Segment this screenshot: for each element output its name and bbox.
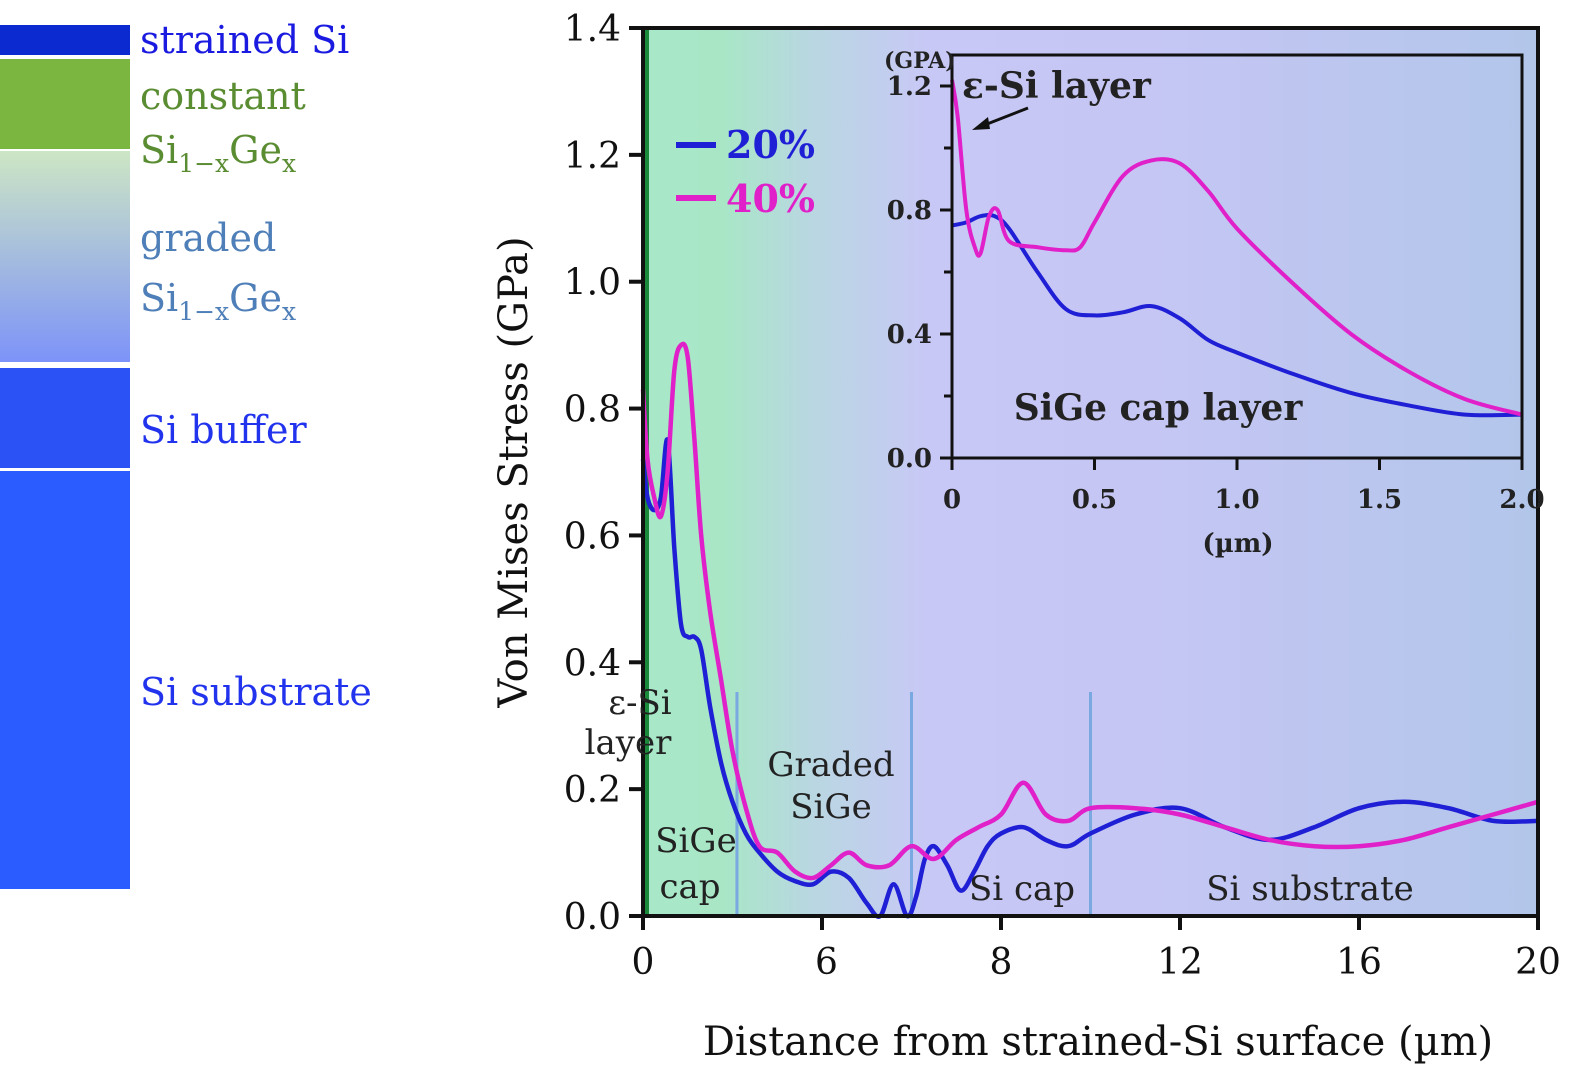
layer-stack: strained Si constant Si1−xGex graded Si1… <box>0 0 420 1075</box>
label-graded: graded <box>140 216 277 260</box>
main-series-line-20 <box>640 437 1539 919</box>
layer-si-buffer <box>0 368 130 468</box>
inset-series-line-20 <box>951 213 1523 418</box>
label-si-buffer: Si buffer <box>140 408 307 452</box>
legend: 20% 40% <box>676 122 815 221</box>
main-y-ticks: 0.0 0.2 0.4 0.6 0.8 1.0 1.2 1.4 <box>564 9 643 938</box>
layer-strained-si <box>0 25 130 55</box>
inset-x-unit: (µm) <box>1202 529 1273 559</box>
main-y-tick-label: 0.2 <box>564 770 621 811</box>
legend-label-20: 20% <box>726 122 815 167</box>
main-x-tick-label: 0 <box>632 942 655 983</box>
inset-x-ticks: 0 0.5 1.0 1.5 2.0 <box>943 458 1545 515</box>
inset-y-tick-label: 0.4 <box>887 320 932 350</box>
inset-y-tick-label: 0.0 <box>887 444 932 474</box>
main-x-tick-label: 6 <box>815 942 838 983</box>
layer-constant-sige <box>0 59 130 149</box>
inset-series-line-40 <box>950 79 1523 417</box>
inset-x-tick-label: 0.5 <box>1072 485 1117 515</box>
main-series <box>640 341 1539 919</box>
main-series-line-40 <box>640 341 1539 881</box>
layer-graded-sige <box>0 151 130 362</box>
inset-y-tick-label: 1.2 <box>887 72 932 102</box>
label-strained-si: strained Si <box>140 18 350 62</box>
inset-annotation-esi: ε-Si layer <box>962 65 1152 107</box>
region-esi-line1: ε-Si <box>608 683 671 723</box>
inset-y-unit: (GPA) <box>884 48 956 74</box>
main-y-tick-label: 0.6 <box>564 516 621 557</box>
label-graded-alloy: Si1−xGex <box>140 276 297 326</box>
region-sigecap-line2: cap <box>659 867 720 907</box>
label-constant-alloy: Si1−xGex <box>140 128 297 178</box>
inset-arrow-head <box>972 117 990 130</box>
region-sisub: Si substrate <box>1206 869 1414 909</box>
region-graded-line1: Graded <box>767 745 894 785</box>
main-x-tick-label: 12 <box>1157 942 1203 983</box>
inset-x-tick-label: 1.5 <box>1357 485 1402 515</box>
main-x-tick-label: 8 <box>990 942 1013 983</box>
inset-y-tick-label: 0.8 <box>887 196 932 226</box>
main-y-tick-label: 0.0 <box>564 897 621 938</box>
inset-annotation-sigecap: SiGe cap layer <box>1014 387 1304 429</box>
inset-chart: 0.0 0.4 0.8 1.2 0 0.5 1.0 1.5 2.0 (GPA) (µm) ε-… <box>884 48 1545 559</box>
label-constant: constant <box>140 74 306 118</box>
main-y-tick-label: 1.4 <box>564 9 621 50</box>
inset-series <box>950 79 1523 418</box>
label-si-substrate: Si substrate <box>140 670 372 714</box>
region-sigecap-line1: SiGe <box>655 821 736 861</box>
main-x-tick-label: 20 <box>1515 942 1561 983</box>
inset-annotation-arrow <box>981 106 1029 128</box>
inset-x-tick-label: 1.0 <box>1214 485 1259 515</box>
region-graded-line2: SiGe <box>790 787 871 827</box>
layer-si-substrate <box>0 471 130 889</box>
main-y-axis-title: Von Mises Stress (GPa) <box>491 236 537 708</box>
plot-frame <box>641 26 1540 918</box>
main-y-tick-label: 0.8 <box>564 390 621 431</box>
region-esi-line2: layer <box>585 723 672 763</box>
main-x-ticks: 0 6 8 12 16 20 <box>632 916 1561 983</box>
region-sicap: Si cap <box>969 869 1075 909</box>
main-x-tick-label: 16 <box>1336 942 1382 983</box>
main-x-axis-title: Distance from strained-Si surface (µm) <box>703 1019 1493 1065</box>
inset-y-ticks: 0.0 0.4 0.8 1.2 <box>887 72 952 474</box>
legend-label-40: 40% <box>726 176 815 221</box>
inset-x-tick-label: 2.0 <box>1499 485 1544 515</box>
main-y-tick-label: 1.2 <box>564 136 621 177</box>
main-y-tick-label: 1.0 <box>564 263 621 304</box>
layer-boundaries <box>735 692 1092 916</box>
main-y-tick-label: 0.4 <box>564 643 621 684</box>
inset-x-tick-label: 0 <box>943 485 961 515</box>
